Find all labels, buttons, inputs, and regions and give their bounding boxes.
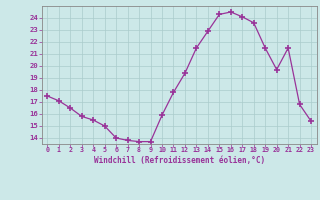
X-axis label: Windchill (Refroidissement éolien,°C): Windchill (Refroidissement éolien,°C)	[94, 156, 265, 165]
